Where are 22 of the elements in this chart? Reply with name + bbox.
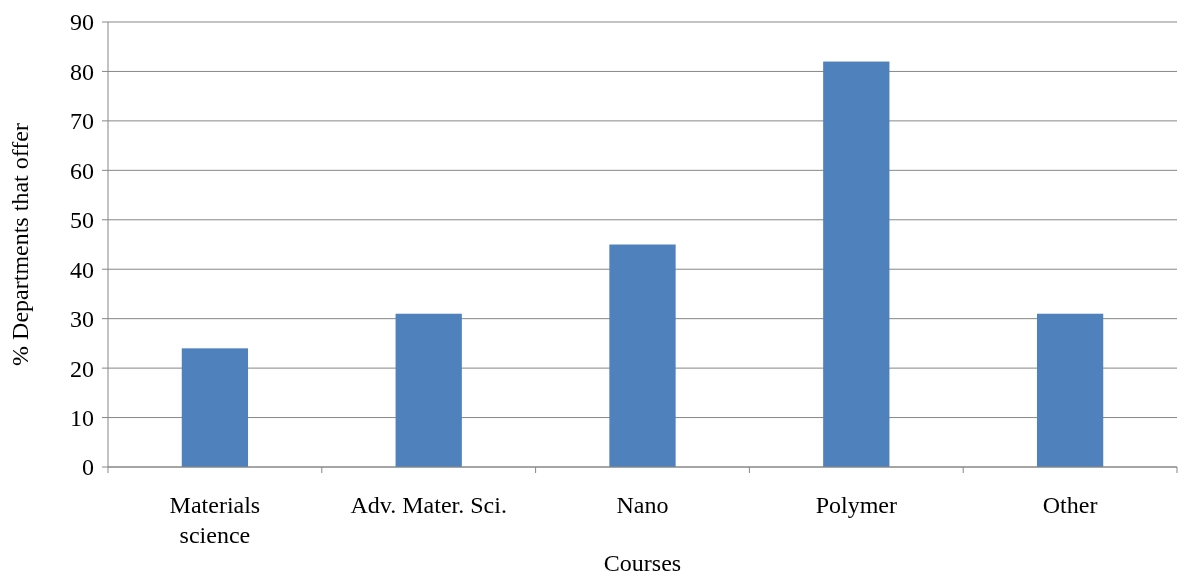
x-axis-title: Courses [603,550,682,576]
y-tick-label: 50 [70,207,94,234]
y-tick-label: 0 [82,454,94,481]
y-tick-label: 70 [70,108,94,135]
bar [395,313,462,467]
y-tick-label: 60 [70,157,94,184]
y-tick-label: 40 [70,256,94,283]
y-tick-label: 10 [70,404,94,431]
y-axis-title: % Departments that offer [7,123,33,366]
y-tick-label: 80 [70,58,94,85]
bar [609,244,676,467]
x-tick-label: Materials science [169,492,261,548]
bar [823,61,890,467]
x-tick-label: Other [1042,492,1098,518]
bar [1036,313,1104,467]
x-tick-label: Adv. Mater. Sci. [350,492,507,518]
bar [181,348,249,467]
y-tick-label: 20 [70,355,94,382]
x-tick-label: Polymer [815,492,897,518]
y-tick-label: 90 [70,9,94,36]
y-tick-label: 30 [70,306,94,333]
x-tick-label: Nano [616,492,669,518]
